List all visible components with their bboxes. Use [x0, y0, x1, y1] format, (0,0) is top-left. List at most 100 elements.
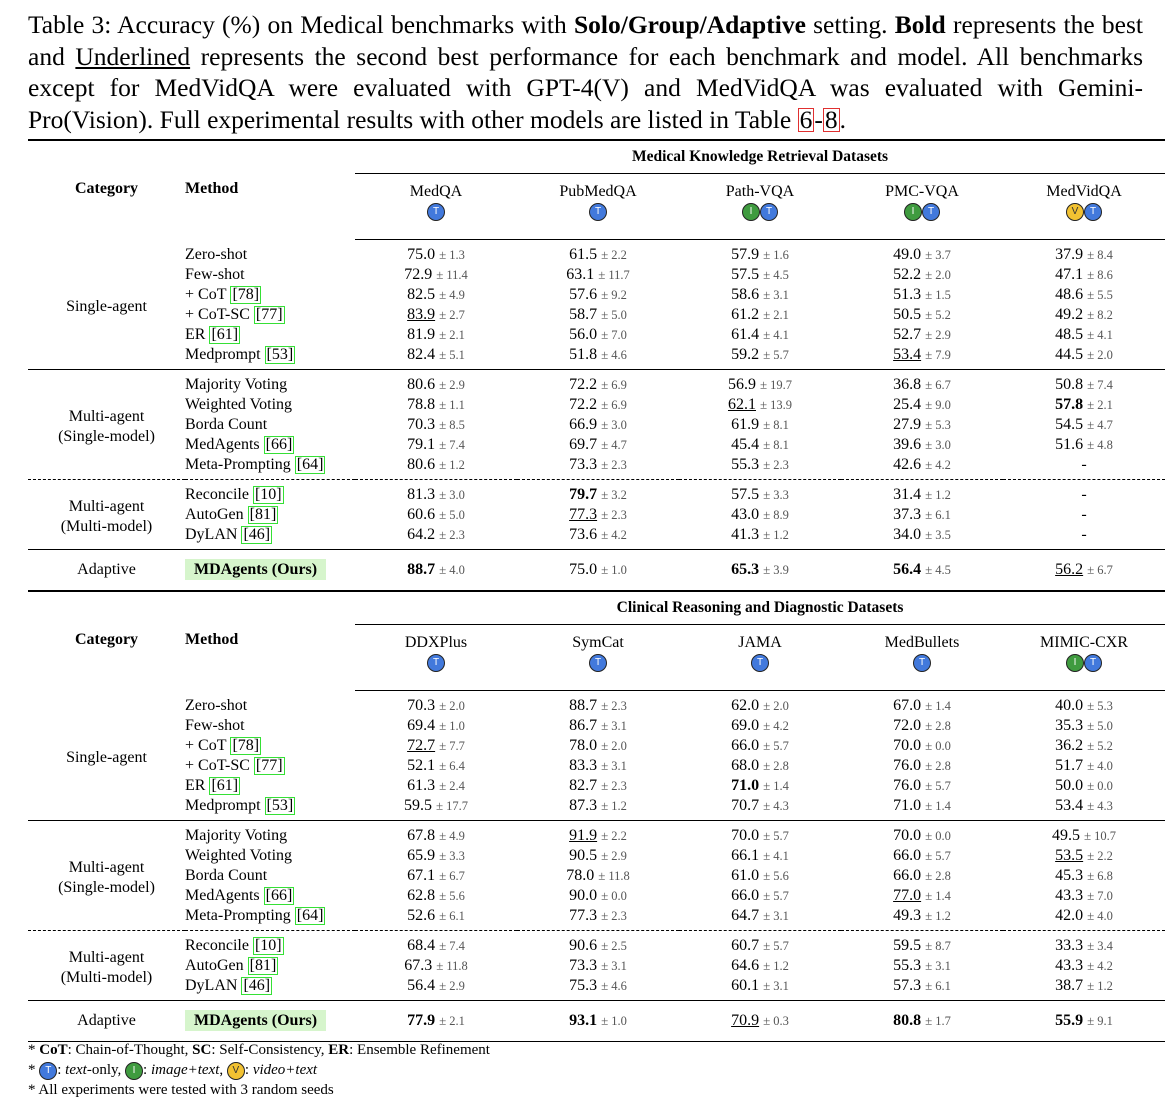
method-cell: AutoGen [81]	[185, 956, 355, 976]
value-cell: 49.3 ±1.2	[841, 906, 1003, 931]
plus-minus: ±	[439, 347, 447, 362]
column-name: MedQA	[409, 183, 463, 200]
std-value: 0.0	[1097, 779, 1113, 793]
plus-minus: ±	[763, 978, 771, 993]
method-name: Majority Voting	[185, 827, 288, 844]
mean-value: 69.0	[731, 717, 760, 734]
method-name: Medprompt	[185, 797, 261, 814]
plus-minus: ±	[763, 527, 771, 542]
badge-icon: T	[751, 654, 769, 673]
plus-minus: ±	[1087, 287, 1095, 302]
std-value: 4.3	[1097, 799, 1113, 813]
value-cell: 57.6 ±9.2	[517, 285, 679, 305]
value-cell: 66.1 ±4.1	[679, 846, 841, 866]
mean-value: 78.0	[566, 867, 595, 884]
plus-minus: ±	[763, 507, 771, 522]
std-value: 2.3	[611, 779, 627, 793]
mean-value: 40.0	[1055, 697, 1084, 714]
value-cell: 64.7 ±3.1	[679, 906, 841, 931]
plus-minus: ±	[601, 287, 609, 302]
std-value: 8.1	[773, 438, 789, 452]
category-line: (Single-model)	[58, 428, 155, 445]
std-value: 3.1	[773, 909, 789, 923]
plus-minus: ±	[1087, 437, 1095, 452]
std-value: 6.1	[449, 909, 465, 923]
mean-value: 38.7	[1055, 977, 1084, 994]
std-value: 5.0	[611, 308, 627, 322]
plus-minus: ±	[1087, 848, 1095, 863]
mean-value: 56.0	[569, 326, 598, 343]
mean-value: 67.8	[407, 827, 436, 844]
value-cell: 75.0 ±1.0	[517, 549, 679, 591]
std-value: 1.2	[1097, 979, 1113, 993]
value-cell: 35.3 ±5.0	[1003, 716, 1165, 736]
plus-minus: ±	[763, 848, 771, 863]
category-line: Multi-agent	[68, 408, 145, 425]
plus-minus: ±	[601, 1013, 609, 1028]
badge-row: T	[355, 202, 517, 222]
std-value: 2.0	[935, 268, 951, 282]
value-cell: 90.5 ±2.9	[517, 846, 679, 866]
value-cell: 80.6 ±1.2	[355, 455, 517, 480]
footnote: * All experiments were tested with 3 ran…	[28, 1080, 490, 1100]
std-value: 4.6	[611, 348, 627, 362]
plus-minus: ±	[763, 307, 771, 322]
value-cell: 70.0 ±0.0	[841, 820, 1003, 846]
method-cell: + CoT [78]	[185, 285, 355, 305]
mean-value: 36.2	[1055, 737, 1084, 754]
column-name: JAMA	[738, 634, 782, 651]
mean-value: 82.7	[569, 777, 598, 794]
plus-minus: ±	[439, 718, 447, 733]
std-value: 4.8	[1097, 438, 1113, 452]
mean-value: 63.1	[566, 266, 595, 283]
std-value: 7.4	[449, 438, 465, 452]
citation: [53]	[264, 346, 296, 364]
group-title: Clinical Reasoning and Diagnostic Datase…	[355, 592, 1166, 625]
data-row: Adaptive MDAgents (Ours) 77.9 ±2.1 93.1 ±1.0 7…	[28, 1000, 1166, 1042]
plus-minus: ±	[439, 527, 447, 542]
citation: [81]	[247, 506, 279, 524]
std-value: 3.3	[773, 488, 789, 502]
method-name: Medprompt	[185, 346, 261, 363]
mean-value: -	[1081, 506, 1087, 523]
footnote: * CoT: Chain-of-Thought, SC: Self-Consis…	[28, 1040, 490, 1060]
mean-value: 76.0	[893, 757, 922, 774]
mean-value: 47.1	[1055, 266, 1084, 283]
data-row: Medprompt [53] 82.4 ±5.1 51.8 ±4.6 59.2 ±5.7 53.…	[28, 345, 1165, 370]
std-value: 2.9	[935, 328, 951, 342]
plus-minus: ±	[439, 437, 447, 452]
mean-value: 66.0	[731, 737, 760, 754]
plus-minus: ±	[925, 527, 933, 542]
std-value: 6.7	[1097, 563, 1113, 577]
std-value: 4.1	[773, 328, 789, 342]
method-cell: Zero-shot	[185, 691, 355, 717]
value-cell: 62.8 ±5.6	[355, 886, 517, 906]
std-value: 2.3	[449, 528, 465, 542]
mean-value: 65.3	[731, 561, 760, 578]
mean-value: 66.0	[893, 847, 922, 864]
plus-minus: ±	[763, 738, 771, 753]
plus-minus: ±	[763, 888, 771, 903]
mean-value: 50.0	[1055, 777, 1084, 794]
mean-value: 73.6	[569, 526, 598, 543]
plus-minus: ±	[601, 698, 609, 713]
plus-minus: ±	[436, 958, 444, 973]
value-cell: 40.0 ±5.3	[1003, 691, 1165, 717]
mean-value: 81.9	[407, 326, 436, 343]
value-cell: 88.7 ±4.0	[355, 549, 517, 591]
value-cell: 70.3 ±2.0	[355, 691, 517, 717]
std-value: 11.4	[446, 268, 468, 282]
mean-value: 55.3	[731, 456, 760, 473]
plus-minus: ±	[1087, 417, 1095, 432]
plus-minus: ±	[601, 247, 609, 262]
badge-icon: T	[427, 654, 445, 673]
value-cell: 62.1 ±13.9	[679, 395, 841, 415]
std-value: 0.0	[935, 739, 951, 753]
plus-minus: ±	[435, 798, 444, 813]
plus-minus: ±	[763, 267, 771, 282]
value-cell: 56.4 ±4.5	[841, 549, 1003, 591]
plus-minus: ±	[759, 377, 768, 392]
plus-minus: ±	[601, 978, 609, 993]
method-name: Few-shot	[185, 717, 245, 734]
std-value: 1.7	[935, 1014, 951, 1028]
